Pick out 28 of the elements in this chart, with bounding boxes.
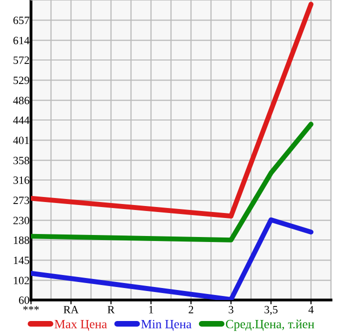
- line-series: [31, 217, 314, 300]
- y-tick-label: 230: [13, 216, 30, 224]
- y-tick-label: 401: [13, 136, 29, 144]
- x-tick-label: R: [108, 306, 115, 314]
- y-tick-label: 316: [13, 176, 30, 184]
- y-tick-label: 273: [13, 196, 30, 204]
- legend-label: Сред.Цена, т.йен: [226, 320, 314, 331]
- y-tick-label: 614: [13, 36, 30, 44]
- y-tick-label: 188: [14, 236, 30, 244]
- y-tick-label: 444: [13, 116, 30, 124]
- x-tick-label: 4: [308, 306, 314, 314]
- y-tick-label: 572: [14, 56, 29, 64]
- x-tick-label: 3: [228, 306, 234, 314]
- x-tick-label: 2: [188, 306, 194, 314]
- x-tick-label: 1: [149, 306, 154, 314]
- y-tick-label: 358: [13, 156, 30, 164]
- line-series: [31, 122, 314, 242]
- y-tick-label: 102: [14, 276, 29, 284]
- legend-label: Max Цена: [54, 320, 107, 331]
- y-tick-label: 657: [13, 16, 30, 24]
- x-tick-label: RA: [64, 306, 79, 314]
- x-tick-label: ***: [23, 306, 39, 310]
- y-tick-label: 145: [14, 256, 30, 264]
- y-tick-label: 486: [13, 96, 30, 104]
- y-tick-label: 529: [14, 76, 30, 84]
- y-tick-label: 60: [18, 296, 30, 304]
- legend-label: Min Цена: [141, 320, 192, 331]
- x-tick-label: 3,5: [264, 306, 278, 315]
